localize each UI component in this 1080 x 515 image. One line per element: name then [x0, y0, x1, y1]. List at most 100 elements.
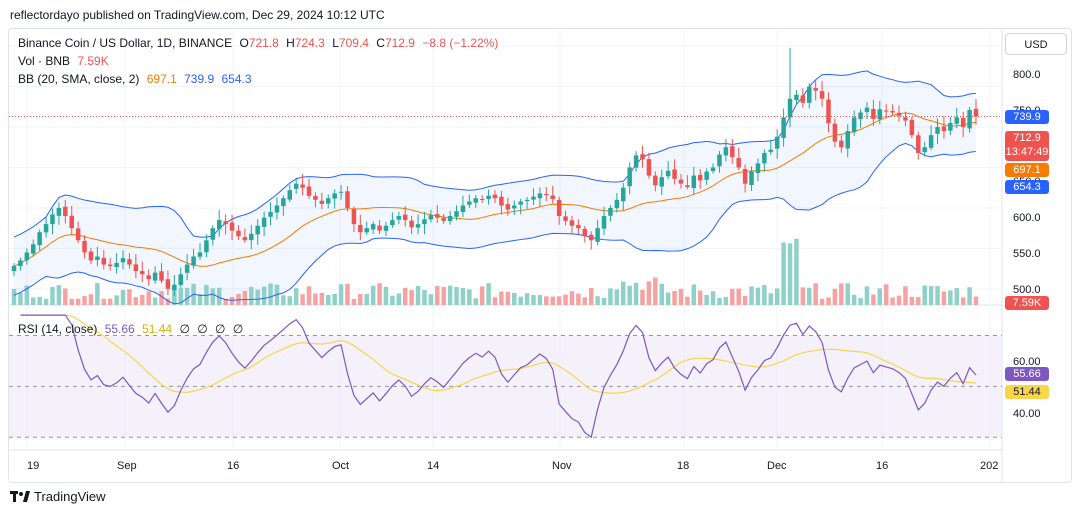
volume-bar: [178, 287, 183, 305]
candle: [582, 226, 588, 243]
volume-bar: [890, 297, 895, 305]
candle: [114, 253, 119, 274]
volume-bar: [621, 281, 626, 305]
rsi-label: RSI (14, close): [18, 322, 98, 336]
time-label-18: 18: [677, 460, 690, 472]
volume-bar: [88, 294, 94, 305]
candle-body: [954, 117, 960, 124]
volume-bar: [454, 287, 459, 305]
volume-bar: [184, 287, 190, 305]
candle: [351, 206, 357, 233]
volume-bar: [518, 296, 523, 305]
candle-body: [749, 171, 754, 186]
candle-body: [531, 196, 536, 200]
volume-bar: [556, 296, 562, 305]
volume-bar: [216, 287, 222, 305]
candle-body: [755, 163, 761, 174]
candle-body: [492, 194, 498, 199]
candle: [685, 175, 690, 190]
volume-bar: [511, 292, 517, 305]
candle: [781, 108, 786, 147]
volume-bar: [851, 294, 857, 305]
candle: [268, 202, 273, 226]
candle: [69, 205, 74, 235]
rsi-legend[interactable]: RSI (14, close) 55.66 51.44 ∅ ∅ ∅ ∅: [18, 322, 247, 336]
candle: [332, 189, 337, 209]
candles[interactable]: [9, 47, 1002, 297]
candle: [178, 267, 183, 288]
volume-bar: [486, 283, 491, 305]
change-value: −8.8 (−1.22%): [422, 36, 499, 50]
candle: [338, 185, 344, 200]
candle-body: [595, 228, 600, 242]
volume-bar: [37, 296, 42, 305]
rsi-extra-2: ∅: [197, 322, 208, 336]
volume-bar: [768, 293, 774, 305]
symbol-legend[interactable]: Binance Coin / US Dollar, 1D, BINANCE O7…: [18, 36, 502, 50]
candle-body: [916, 135, 921, 153]
volume-legend[interactable]: Vol · BNB 7.59K: [18, 54, 113, 68]
candle-body: [800, 95, 806, 103]
candle-body: [582, 228, 588, 237]
volume-bar: [659, 283, 664, 305]
volume-bar: [967, 287, 972, 305]
bb-lower-value: 654.3: [221, 72, 252, 86]
volume-bar: [736, 288, 741, 305]
candle: [595, 219, 600, 246]
candle: [723, 138, 729, 162]
low-value: 709.4: [338, 36, 369, 50]
volume-bar: [665, 292, 671, 305]
bb-legend[interactable]: BB (20, SMA, close, 2) 697.1 739.9 654.3: [18, 72, 256, 86]
volume-bar: [742, 295, 748, 305]
candle: [973, 99, 979, 125]
candle-body: [736, 158, 741, 168]
volume-bar: [794, 238, 799, 305]
candle: [845, 124, 850, 158]
candle-body: [229, 222, 235, 231]
candle-body: [24, 252, 30, 261]
candle: [107, 258, 113, 271]
candle-body: [127, 259, 132, 265]
candle-body: [172, 284, 177, 291]
volume-bar: [755, 287, 761, 305]
close-value: 712.9: [384, 36, 415, 50]
volume-bar: [576, 293, 581, 305]
candle: [261, 211, 267, 237]
candle: [191, 248, 196, 269]
candle-body: [576, 224, 581, 229]
candle-body: [787, 98, 793, 118]
candle-body: [293, 183, 299, 189]
candle-body: [56, 207, 62, 216]
candle-body: [685, 185, 690, 187]
candle: [396, 211, 402, 225]
candle: [95, 246, 100, 267]
volume-bar: [229, 296, 235, 305]
volume-bar: [364, 293, 369, 305]
candle-body: [383, 225, 389, 231]
volume-bar: [627, 285, 632, 305]
candle-body: [697, 174, 703, 181]
candle: [447, 210, 453, 225]
candle-body: [274, 205, 280, 213]
candle: [916, 131, 921, 160]
bb-basis-tag: 697.1: [1005, 163, 1049, 177]
candle-body: [467, 201, 472, 205]
tradingview-brand[interactable]: TradingView: [10, 489, 106, 504]
volume-bar: [550, 296, 555, 305]
candle-body: [807, 86, 812, 103]
candle-body: [499, 196, 504, 206]
candle-body: [428, 215, 434, 220]
volume-bar: [595, 296, 600, 305]
candle: [787, 47, 793, 128]
candle: [37, 229, 42, 251]
candle: [826, 92, 831, 133]
volume-bar: [948, 290, 953, 305]
volume-bar: [120, 289, 126, 305]
currency-button[interactable]: USD: [1005, 33, 1067, 55]
bb-upper-line: [13, 70, 977, 238]
candle-body: [614, 199, 620, 209]
volume-bar: [377, 283, 382, 305]
time-label-nov: Nov: [552, 460, 572, 472]
candle: [903, 111, 908, 127]
